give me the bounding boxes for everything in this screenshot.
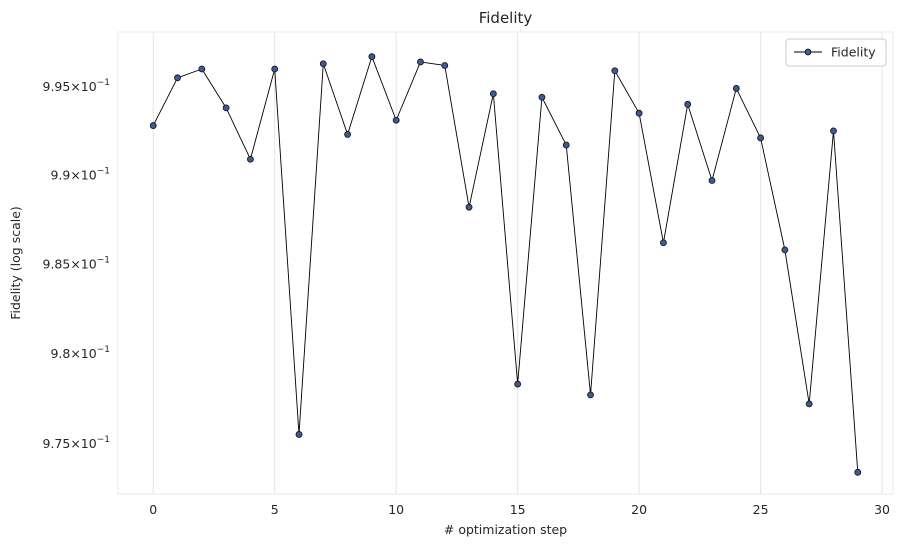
x-tick-label: 15	[510, 502, 526, 517]
x-tick-labels: 0 5 10 15 20 25 30	[149, 502, 890, 517]
y-tick-mantissa: 9.85×10	[43, 257, 97, 272]
data-point	[319, 60, 327, 68]
y-tick-label: 9.85×10−1	[43, 256, 111, 272]
data-point	[368, 53, 376, 61]
x-tick-label: 5	[271, 502, 279, 517]
data-point	[660, 239, 667, 247]
data-point	[587, 391, 594, 399]
data-point	[635, 109, 643, 117]
y-tick-label: 9.75×10−1	[43, 435, 111, 451]
plot-frame	[117, 31, 894, 495]
legend-marker-sample	[804, 48, 812, 56]
data-point	[514, 380, 522, 388]
x-tick-label: 10	[388, 502, 404, 517]
data-point	[562, 141, 570, 149]
data-point	[174, 74, 181, 82]
legend-label-fidelity: Fidelity	[831, 45, 876, 60]
y-tick-exponent: −1	[97, 345, 110, 355]
data-point	[830, 127, 837, 135]
data-point	[757, 134, 764, 142]
data-point	[805, 400, 813, 408]
y-tick-mantissa: 9.75×10	[43, 436, 97, 451]
y-tick-exponent: −1	[97, 78, 110, 88]
y-axis-label: Fidelity (log scale)	[8, 206, 23, 320]
y-tick-label: 9.95×10−1	[43, 78, 111, 94]
data-point	[465, 203, 473, 211]
data-point	[441, 62, 449, 69]
data-point	[611, 67, 619, 75]
data-point	[392, 116, 400, 124]
legend: Fidelity	[785, 38, 887, 67]
data-point	[149, 122, 157, 129]
y-tick-mantissa: 9.95×10	[43, 79, 97, 94]
data-point	[854, 468, 862, 476]
x-tick-label: 30	[874, 502, 890, 517]
y-tick-mantissa: 9.9×10	[50, 168, 96, 183]
data-point	[198, 65, 206, 73]
x-tick-label: 25	[753, 502, 769, 517]
y-tick-labels: 9.75×10−19.8×10−19.85×10−19.9×10−19.95×1…	[43, 78, 111, 451]
data-point	[489, 90, 497, 98]
x-axis-label: # optimization step	[444, 522, 567, 537]
data-point	[781, 246, 789, 254]
data-point	[271, 65, 279, 73]
y-tick-exponent: −1	[97, 256, 110, 266]
y-tick-label: 9.8×10−1	[50, 345, 110, 361]
legend-box	[785, 38, 887, 67]
data-point	[708, 177, 716, 184]
data-point	[684, 100, 692, 108]
data-point	[344, 131, 351, 138]
x-tick-label: 0	[149, 502, 157, 517]
chart-title: Fidelity	[479, 9, 533, 27]
data-point	[417, 58, 424, 66]
data-point	[732, 85, 740, 92]
y-tick-exponent: −1	[97, 435, 110, 445]
data-point	[538, 93, 546, 101]
x-tick-label: 20	[631, 502, 647, 517]
grid-layer	[152, 32, 883, 494]
series-line-fidelity	[152, 56, 859, 473]
data-point	[247, 155, 254, 163]
y-tick-exponent: −1	[97, 167, 110, 177]
data-point	[222, 104, 230, 112]
series-layer	[149, 53, 862, 476]
data-point	[295, 431, 303, 438]
y-tick-label: 9.9×10−1	[50, 167, 110, 183]
y-tick-mantissa: 9.8×10	[50, 346, 96, 361]
